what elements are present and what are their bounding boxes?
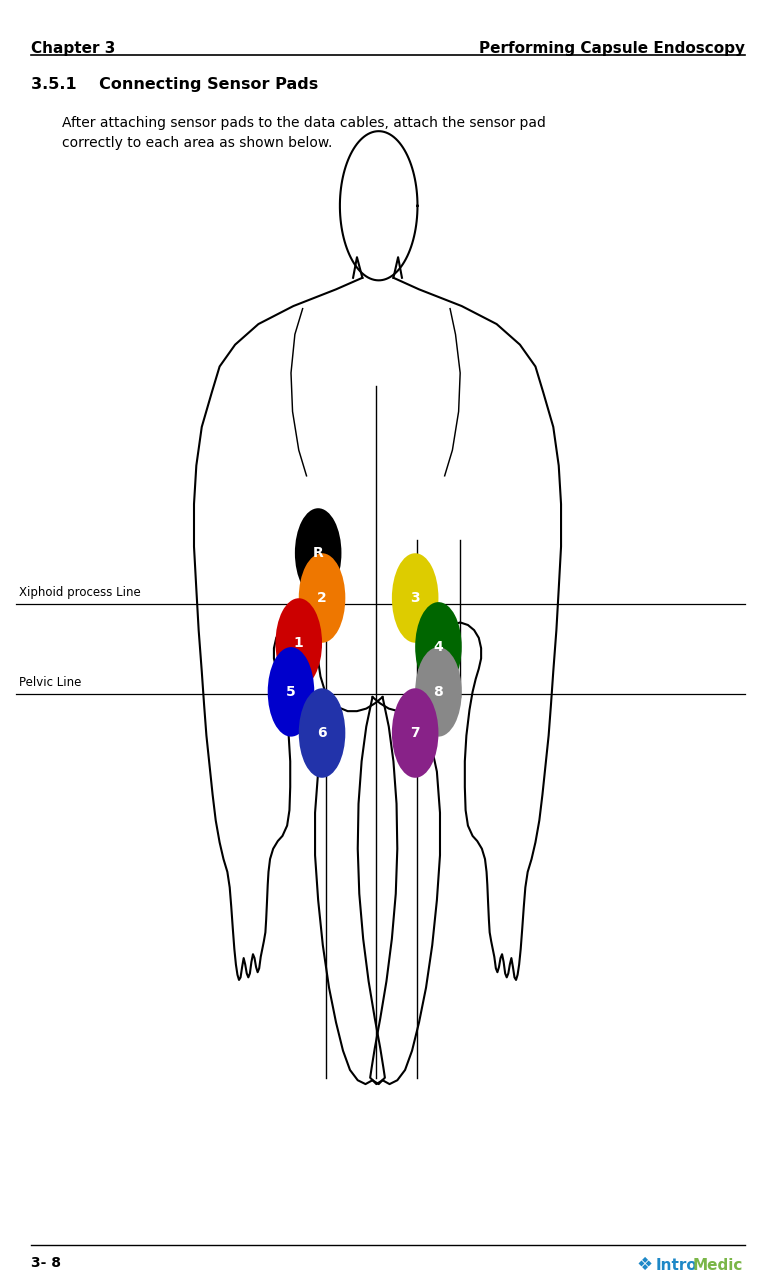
Text: 3.5.1    Connecting Sensor Pads: 3.5.1 Connecting Sensor Pads <box>31 77 318 93</box>
Text: Pelvic Line: Pelvic Line <box>19 676 81 689</box>
Text: R: R <box>313 547 324 559</box>
Text: 2: 2 <box>317 592 327 604</box>
Ellipse shape <box>299 553 345 643</box>
Text: 7: 7 <box>411 727 420 739</box>
Ellipse shape <box>392 553 438 643</box>
Ellipse shape <box>392 688 438 778</box>
Ellipse shape <box>275 598 322 688</box>
Ellipse shape <box>295 508 341 598</box>
Ellipse shape <box>268 647 314 737</box>
Ellipse shape <box>415 602 462 692</box>
Text: 8: 8 <box>434 685 443 698</box>
Text: 1: 1 <box>294 637 303 649</box>
Text: Chapter 3: Chapter 3 <box>31 41 116 57</box>
Ellipse shape <box>415 647 462 737</box>
Text: After attaching sensor pads to the data cables, attach the sensor pad
correctly : After attaching sensor pads to the data … <box>62 116 546 150</box>
Text: Performing Capsule Endoscopy: Performing Capsule Endoscopy <box>479 41 745 57</box>
Text: 3- 8: 3- 8 <box>31 1256 61 1269</box>
Text: 6: 6 <box>317 727 327 739</box>
Text: Xiphoid process Line: Xiphoid process Line <box>19 586 141 599</box>
Ellipse shape <box>299 688 345 778</box>
Text: Medic: Medic <box>693 1258 743 1273</box>
Text: 4: 4 <box>434 640 443 653</box>
Text: Intro: Intro <box>656 1258 698 1273</box>
Text: 3: 3 <box>411 592 420 604</box>
Text: ❖: ❖ <box>636 1256 653 1274</box>
Text: 5: 5 <box>286 685 296 698</box>
